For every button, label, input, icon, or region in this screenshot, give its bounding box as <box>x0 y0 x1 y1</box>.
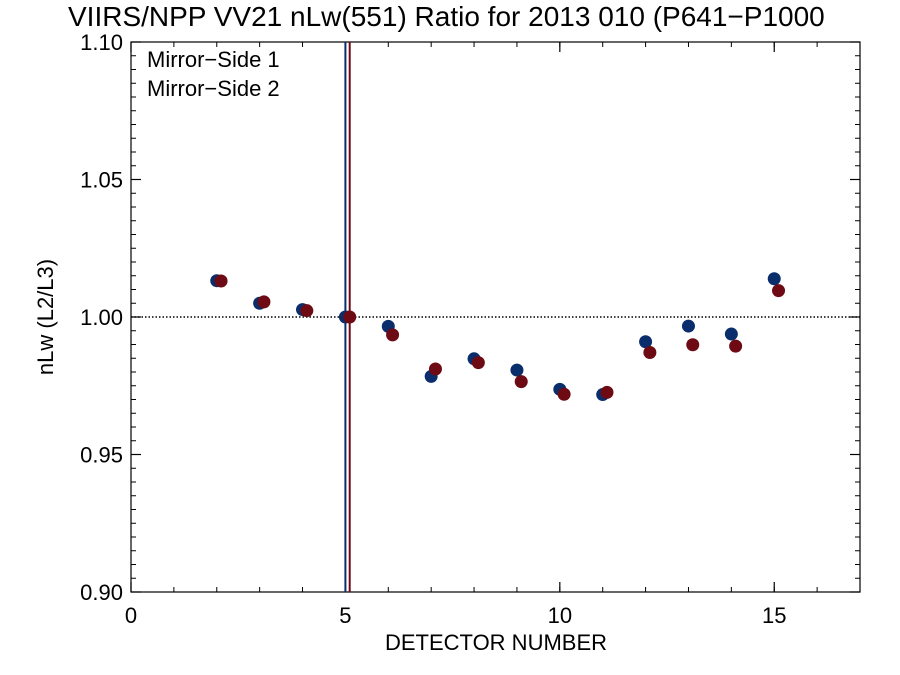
y-tick-label: 1.00 <box>80 305 123 330</box>
x-tick-label: 5 <box>339 603 351 628</box>
point-mirror-side-1 <box>681 319 695 333</box>
y-tick-label: 1.05 <box>80 168 123 193</box>
x-tick-label: 10 <box>548 603 572 628</box>
point-mirror-side-1 <box>510 363 524 377</box>
point-mirror-side-2 <box>514 375 528 389</box>
point-mirror-side-2 <box>343 310 357 324</box>
point-mirror-side-2 <box>257 295 271 309</box>
x-tick-label: 0 <box>125 603 137 628</box>
plot-area <box>130 41 861 593</box>
legend-mirror-side-1: Mirror−Side 1 <box>147 47 280 72</box>
legend-mirror-side-2: Mirror−Side 2 <box>147 76 280 101</box>
point-mirror-side-2 <box>643 345 657 359</box>
point-mirror-side-2 <box>686 338 700 352</box>
y-tick-labels: 0.90 0.95 1.00 1.05 1.10 <box>80 30 123 605</box>
y-tick-label: 1.10 <box>80 30 123 55</box>
point-mirror-side-1 <box>639 335 653 349</box>
point-mirror-side-2 <box>772 284 786 298</box>
point-mirror-side-2 <box>428 362 442 376</box>
point-mirror-side-2 <box>214 274 228 288</box>
chart-title: VIIRS/NPP VV21 nLw(551) Ratio for 2013 0… <box>68 1 825 32</box>
x-tick-label: 15 <box>762 603 786 628</box>
point-mirror-side-1 <box>767 272 781 286</box>
x-tick-labels: 0 5 10 15 <box>125 603 787 628</box>
point-mirror-side-2 <box>729 339 743 353</box>
point-mirror-side-2 <box>300 304 314 318</box>
point-mirror-side-2 <box>600 385 614 399</box>
legend: Mirror−Side 1 Mirror−Side 2 <box>147 47 280 101</box>
point-mirror-side-2 <box>557 387 571 401</box>
point-mirror-side-2 <box>386 328 400 342</box>
point-mirror-side-2 <box>471 356 485 370</box>
x-axis-label: DETECTOR NUMBER <box>385 630 607 655</box>
point-mirror-side-1 <box>724 327 738 341</box>
data-points <box>210 272 786 402</box>
y-tick-label: 0.95 <box>80 443 123 468</box>
y-tick-label: 0.90 <box>80 580 123 605</box>
y-axis-label: nLw (L2/L3) <box>33 259 58 375</box>
